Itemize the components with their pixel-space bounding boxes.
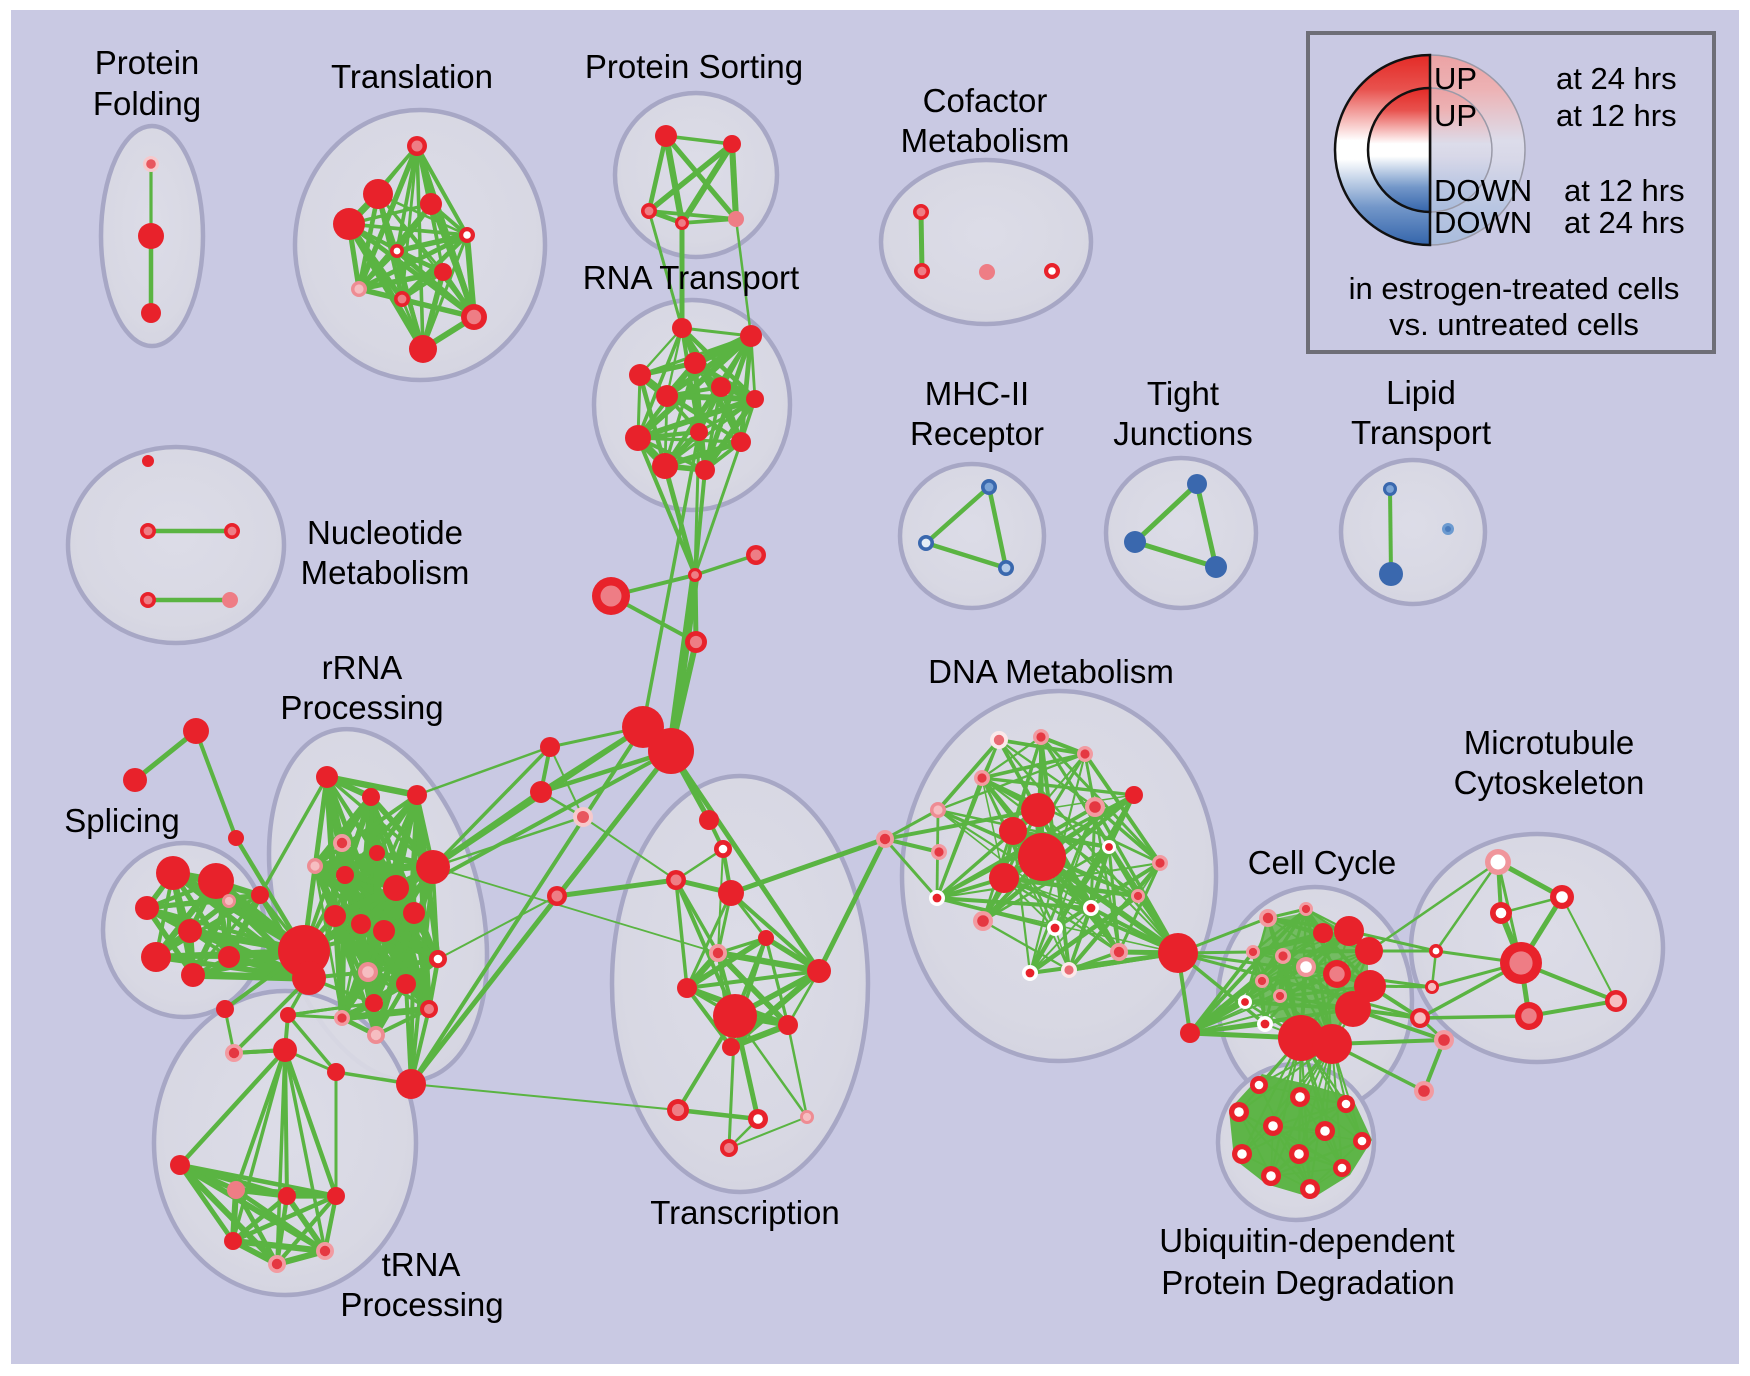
- svg-text:Protein: Protein: [95, 44, 200, 81]
- svg-text:Folding: Folding: [93, 85, 201, 122]
- svg-text:at 24 hrs: at 24 hrs: [1564, 205, 1685, 240]
- svg-text:Junctions: Junctions: [1113, 415, 1252, 452]
- svg-text:DNA Metabolism: DNA Metabolism: [928, 653, 1174, 690]
- svg-text:MHC-II: MHC-II: [925, 375, 1029, 412]
- svg-text:at 24 hrs: at 24 hrs: [1556, 61, 1677, 96]
- svg-text:Receptor: Receptor: [910, 415, 1044, 452]
- svg-text:Splicing: Splicing: [64, 802, 180, 839]
- svg-text:Cofactor: Cofactor: [923, 82, 1048, 119]
- svg-text:at 12 hrs: at 12 hrs: [1564, 173, 1685, 208]
- svg-text:rRNA: rRNA: [322, 649, 403, 686]
- svg-text:Transport: Transport: [1351, 414, 1491, 451]
- svg-text:Translation: Translation: [331, 58, 493, 95]
- svg-text:at 12 hrs: at 12 hrs: [1556, 98, 1677, 133]
- svg-text:UP: UP: [1434, 98, 1477, 133]
- svg-text:Protein Sorting: Protein Sorting: [585, 48, 803, 85]
- svg-text:DOWN: DOWN: [1434, 173, 1532, 208]
- svg-text:Transcription: Transcription: [650, 1194, 840, 1231]
- svg-text:Lipid: Lipid: [1386, 374, 1456, 411]
- svg-text:Ubiquitin-dependent: Ubiquitin-dependent: [1159, 1222, 1454, 1259]
- svg-text:Protein Degradation: Protein Degradation: [1161, 1264, 1455, 1301]
- svg-text:Metabolism: Metabolism: [901, 122, 1070, 159]
- svg-text:Nucleotide: Nucleotide: [307, 514, 463, 551]
- svg-text:Microtubule: Microtubule: [1464, 724, 1635, 761]
- svg-text:Cell Cycle: Cell Cycle: [1248, 844, 1397, 881]
- svg-text:Processing: Processing: [340, 1286, 503, 1323]
- svg-text:DOWN: DOWN: [1434, 205, 1532, 240]
- svg-text:tRNA: tRNA: [382, 1246, 461, 1283]
- svg-text:vs. untreated cells: vs. untreated cells: [1389, 307, 1639, 342]
- svg-text:Cytoskeleton: Cytoskeleton: [1454, 764, 1645, 801]
- svg-text:Processing: Processing: [280, 689, 443, 726]
- svg-text:Metabolism: Metabolism: [301, 554, 470, 591]
- svg-text:in estrogen-treated cells: in estrogen-treated cells: [1349, 271, 1680, 306]
- svg-text:RNA Transport: RNA Transport: [583, 259, 799, 296]
- svg-text:UP: UP: [1434, 61, 1477, 96]
- svg-text:Tight: Tight: [1147, 375, 1219, 412]
